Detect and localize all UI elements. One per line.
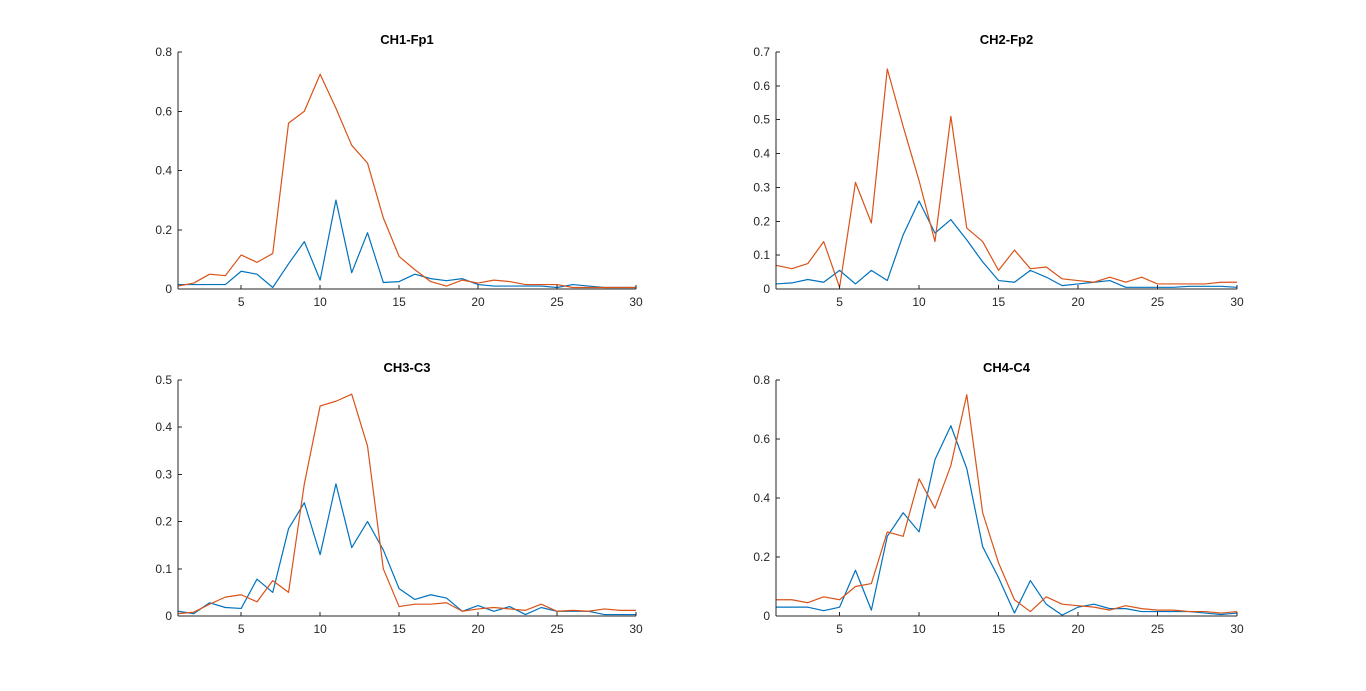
x-tick-label: 15 [992,295,1006,309]
y-tick-label: 0.4 [155,420,172,434]
series-line-2 [775,68,1237,288]
x-tick-label: 10 [912,295,926,309]
x-tick-label: 25 [550,622,564,636]
y-tick-label: 0.8 [155,45,172,59]
subplot-ch4-c4: CH4-C4 5 10 15 20 25 30 0 0.2 0.4 0.6 0.8 [753,360,1244,636]
subplot-title: CH4-C4 [983,360,1031,375]
x-tick-label: 5 [238,622,245,636]
subplot-ch3-c3: CH3-C3 5 10 15 20 25 30 0 0.1 0.2 0.3 0.4 0.5 [155,360,643,636]
x-tick-label: 5 [238,295,245,309]
subplot-title: CH1-Fp1 [380,32,433,47]
y-tick-label: 0.5 [753,113,770,127]
series-line-1 [775,200,1238,288]
x-tick-label: 10 [313,295,327,309]
y-tick-label: 0.6 [155,104,172,118]
x-tick-label: 30 [629,622,643,636]
y-tick-label: 0.6 [753,432,770,446]
x-tick-label: 15 [992,622,1006,636]
y-tick-label: 0.1 [753,248,770,262]
x-tick-label: 30 [1230,295,1244,309]
series-line-2 [177,393,636,615]
y-tick-label: 0 [763,282,770,296]
y-tick-label: 0.7 [753,45,770,59]
y-tick-label: 0 [165,609,172,623]
x-tick-label: 10 [912,622,926,636]
y-tick-label: 0 [763,609,770,623]
x-tick-label: 15 [392,622,406,636]
x-tick-label: 25 [550,295,564,309]
series-line-1 [178,199,636,289]
x-tick-label: 30 [1230,622,1244,636]
series-line-2 [177,73,636,289]
y-tick-label: 0.5 [155,373,172,387]
y-tick-label: 0.2 [155,515,172,529]
y-tick-label: 0.8 [753,373,770,387]
x-tick-label: 25 [1151,622,1165,636]
x-tick-label: 5 [836,295,843,309]
y-tick-label: 0.4 [753,491,770,505]
x-tick-label: 20 [471,622,485,636]
series-line-1 [776,425,1238,616]
y-tick-label: 0.2 [155,223,172,237]
subplot-title: CH3-C3 [384,360,431,375]
y-tick-label: 0.2 [753,214,770,228]
x-tick-label: 10 [313,622,327,636]
subplot-ch1-fp1: CH1-Fp1 5 10 15 20 25 30 0 0.2 0.4 0.6 0.8 [155,32,643,309]
y-tick-label: 0.3 [753,180,770,194]
subplot-title: CH2-Fp2 [980,32,1033,47]
y-tick-label: 0.2 [753,550,770,564]
y-tick-label: 0.4 [753,147,770,161]
series-line-2 [776,394,1238,614]
x-tick-label: 20 [1071,622,1085,636]
y-tick-label: 0 [165,282,172,296]
y-tick-label: 0.4 [155,164,172,178]
x-tick-label: 30 [629,295,643,309]
y-tick-label: 0.3 [155,467,172,481]
x-tick-label: 5 [836,622,843,636]
x-tick-label: 20 [1071,295,1085,309]
x-tick-label: 15 [392,295,406,309]
subplot-ch2-fp2: CH2-Fp2 5 10 15 20 25 30 0 0.1 0.2 0.3 0.4 0.5 0.6 0.… [753,32,1244,309]
x-tick-label: 25 [1151,295,1165,309]
y-tick-label: 0.1 [155,562,172,576]
y-tick-label: 0.6 [753,79,770,93]
x-tick-label: 20 [471,295,485,309]
